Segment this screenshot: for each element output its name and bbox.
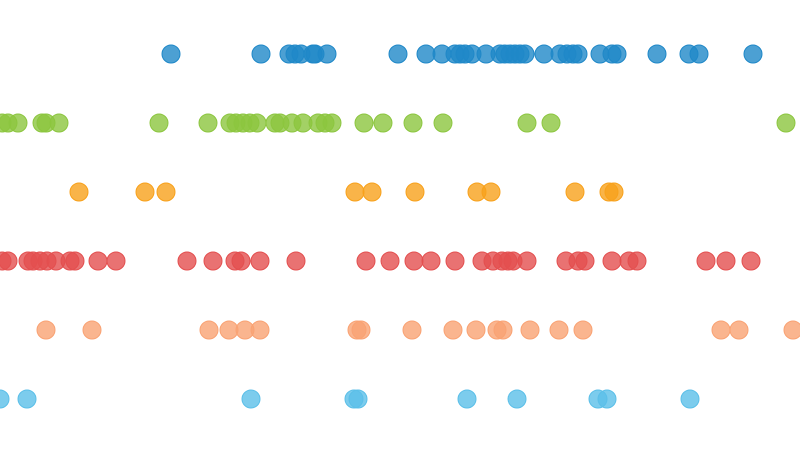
data-point (247, 113, 267, 133)
data-point (602, 251, 622, 271)
data-point (517, 113, 537, 133)
data-point (49, 113, 69, 133)
data-point (198, 113, 218, 133)
data-point (88, 251, 108, 271)
series-row-6 (0, 389, 700, 409)
series-row-4 (0, 251, 761, 271)
data-point (607, 44, 627, 64)
data-point (69, 182, 89, 202)
data-point (565, 182, 585, 202)
data-point (627, 251, 647, 271)
data-point (219, 320, 239, 340)
data-point (541, 113, 561, 133)
data-point (8, 113, 28, 133)
data-point (351, 320, 371, 340)
series-row-1 (161, 44, 763, 64)
data-point (443, 320, 463, 340)
data-point (405, 182, 425, 202)
data-point (743, 44, 763, 64)
data-point (597, 389, 617, 409)
data-point (716, 251, 736, 271)
data-point (689, 44, 709, 64)
data-point (517, 251, 537, 271)
data-point (356, 251, 376, 271)
data-point (515, 44, 535, 64)
data-point (388, 44, 408, 64)
data-point (250, 320, 270, 340)
data-point (433, 113, 453, 133)
data-point (416, 44, 436, 64)
data-point (783, 320, 800, 340)
data-point (466, 320, 486, 340)
data-point (402, 320, 422, 340)
data-point (0, 389, 10, 409)
data-point (680, 389, 700, 409)
data-point (776, 113, 796, 133)
data-point (373, 113, 393, 133)
data-point (348, 389, 368, 409)
data-point (345, 182, 365, 202)
data-point (403, 113, 423, 133)
data-point (568, 44, 588, 64)
series-row-2 (0, 113, 796, 133)
data-point (445, 251, 465, 271)
data-point (481, 182, 501, 202)
data-point (575, 251, 595, 271)
data-point (322, 113, 342, 133)
data-point (286, 251, 306, 271)
series-row-3 (69, 182, 624, 202)
data-point (534, 44, 554, 64)
data-point (711, 320, 731, 340)
data-point (203, 251, 223, 271)
data-point (696, 251, 716, 271)
data-point (729, 320, 749, 340)
data-point (457, 389, 477, 409)
data-point (647, 44, 667, 64)
data-point (421, 251, 441, 271)
data-point (380, 251, 400, 271)
data-point (573, 320, 593, 340)
data-point (404, 251, 424, 271)
data-point (507, 389, 527, 409)
data-point (36, 320, 56, 340)
data-point (0, 251, 18, 271)
data-point (135, 182, 155, 202)
data-point (65, 251, 85, 271)
data-point (156, 182, 176, 202)
data-point (161, 44, 181, 64)
data-point (362, 182, 382, 202)
data-point (177, 251, 197, 271)
data-point (520, 320, 540, 340)
data-point (251, 44, 271, 64)
data-point (741, 251, 761, 271)
data-point (17, 389, 37, 409)
data-point (317, 44, 337, 64)
data-point (231, 251, 251, 271)
data-point (354, 113, 374, 133)
data-point (199, 320, 219, 340)
data-point (549, 320, 569, 340)
data-point (604, 182, 624, 202)
data-point (250, 251, 270, 271)
data-point (82, 320, 102, 340)
data-point (493, 320, 513, 340)
data-point (106, 251, 126, 271)
data-point (149, 113, 169, 133)
series-row-5 (36, 320, 800, 340)
data-point (241, 389, 261, 409)
